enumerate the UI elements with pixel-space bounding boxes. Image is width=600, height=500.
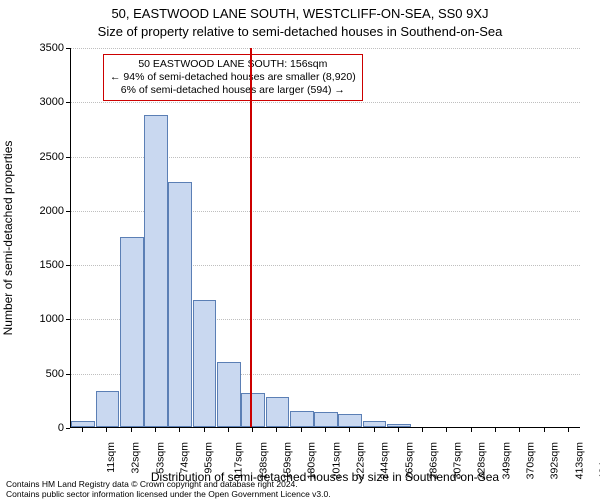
x-tick-label: 328sqm — [476, 442, 488, 479]
x-tick-mark — [568, 428, 569, 432]
x-tick-label: 159sqm — [282, 442, 294, 479]
footer-attribution: Contains HM Land Registry data © Crown c… — [6, 480, 331, 500]
chart-title-address: 50, EASTWOOD LANE SOUTH, WESTCLIFF-ON-SE… — [0, 6, 600, 21]
x-tick-label: 11sqm — [105, 442, 117, 473]
histogram-bar — [314, 412, 338, 427]
annotation-line-1: 50 EASTWOOD LANE SOUTH: 156sqm — [110, 58, 356, 71]
histogram-bar — [120, 237, 144, 427]
histogram-bar — [290, 411, 314, 427]
x-tick-label: 349sqm — [500, 442, 512, 479]
y-tick-mark — [66, 265, 70, 266]
y-tick-label: 0 — [14, 422, 64, 434]
x-tick-mark — [179, 428, 180, 432]
histogram-bar — [217, 362, 241, 427]
y-tick-mark — [66, 319, 70, 320]
x-tick-mark — [252, 428, 253, 432]
y-tick-label: 3000 — [14, 96, 64, 108]
plot-area: 50 EASTWOOD LANE SOUTH: 156sqm ← 94% of … — [70, 48, 580, 428]
x-tick-mark — [374, 428, 375, 432]
footer-line-2: Contains public sector information licen… — [6, 490, 331, 500]
x-tick-label: 117sqm — [232, 442, 244, 479]
annotation-line-3: 6% of semi-detached houses are larger (5… — [110, 84, 356, 97]
x-tick-mark — [446, 428, 447, 432]
histogram-bar — [387, 424, 411, 427]
gridline — [71, 102, 580, 103]
annotation-line-2: ← 94% of semi-detached houses are smalle… — [110, 71, 356, 84]
histogram-bar — [363, 421, 387, 428]
x-tick-label: 201sqm — [330, 442, 342, 479]
x-tick-mark — [544, 428, 545, 432]
y-tick-mark — [66, 102, 70, 103]
histogram-bar — [193, 300, 217, 427]
y-tick-mark — [66, 374, 70, 375]
x-tick-mark — [398, 428, 399, 432]
x-tick-label: 370sqm — [524, 442, 536, 479]
y-tick-mark — [66, 428, 70, 429]
y-tick-mark — [66, 157, 70, 158]
y-tick-label: 2500 — [14, 151, 64, 163]
x-tick-mark — [325, 428, 326, 432]
x-tick-label: 32sqm — [130, 442, 142, 474]
x-tick-label: 307sqm — [452, 442, 464, 479]
marker-vline — [250, 48, 252, 427]
x-tick-label: 413sqm — [573, 442, 585, 479]
histogram-bar — [241, 393, 265, 427]
x-tick-label: 180sqm — [306, 442, 318, 479]
x-tick-mark — [301, 428, 302, 432]
x-tick-label: 53sqm — [154, 442, 166, 474]
y-tick-mark — [66, 48, 70, 49]
x-tick-mark — [204, 428, 205, 432]
x-tick-mark — [495, 428, 496, 432]
x-tick-label: 244sqm — [379, 442, 391, 479]
x-tick-mark — [228, 428, 229, 432]
x-tick-mark — [131, 428, 132, 432]
y-tick-label: 500 — [14, 368, 64, 380]
x-tick-mark — [106, 428, 107, 432]
x-tick-mark — [519, 428, 520, 432]
y-tick-mark — [66, 211, 70, 212]
x-tick-mark — [471, 428, 472, 432]
x-tick-mark — [349, 428, 350, 432]
y-tick-label: 1000 — [14, 313, 64, 325]
histogram-bar — [96, 391, 120, 427]
x-tick-label: 74sqm — [179, 442, 191, 474]
chart-title-subtitle: Size of property relative to semi-detach… — [0, 24, 600, 39]
x-tick-label: 286sqm — [427, 442, 439, 479]
x-tick-label: 95sqm — [203, 442, 215, 474]
histogram-bar — [266, 397, 290, 427]
x-tick-label: 222sqm — [354, 442, 366, 479]
y-tick-label: 3500 — [14, 42, 64, 54]
chart-container: 50, EASTWOOD LANE SOUTH, WESTCLIFF-ON-SE… — [0, 0, 600, 500]
x-tick-label: 265sqm — [403, 442, 415, 479]
x-tick-label: 392sqm — [549, 442, 561, 479]
x-tick-label: 138sqm — [257, 442, 269, 479]
x-tick-mark — [276, 428, 277, 432]
x-tick-mark — [155, 428, 156, 432]
y-tick-label: 2000 — [14, 205, 64, 217]
histogram-bar — [71, 421, 95, 428]
marker-annotation-box: 50 EASTWOOD LANE SOUTH: 156sqm ← 94% of … — [103, 54, 363, 101]
y-axis-label: Number of semi-detached properties — [1, 141, 15, 336]
x-tick-mark — [422, 428, 423, 432]
histogram-bar — [168, 182, 192, 427]
histogram-bar — [338, 414, 362, 427]
x-tick-mark — [82, 428, 83, 432]
gridline — [71, 48, 580, 49]
histogram-bar — [144, 115, 168, 427]
y-tick-label: 1500 — [14, 259, 64, 271]
